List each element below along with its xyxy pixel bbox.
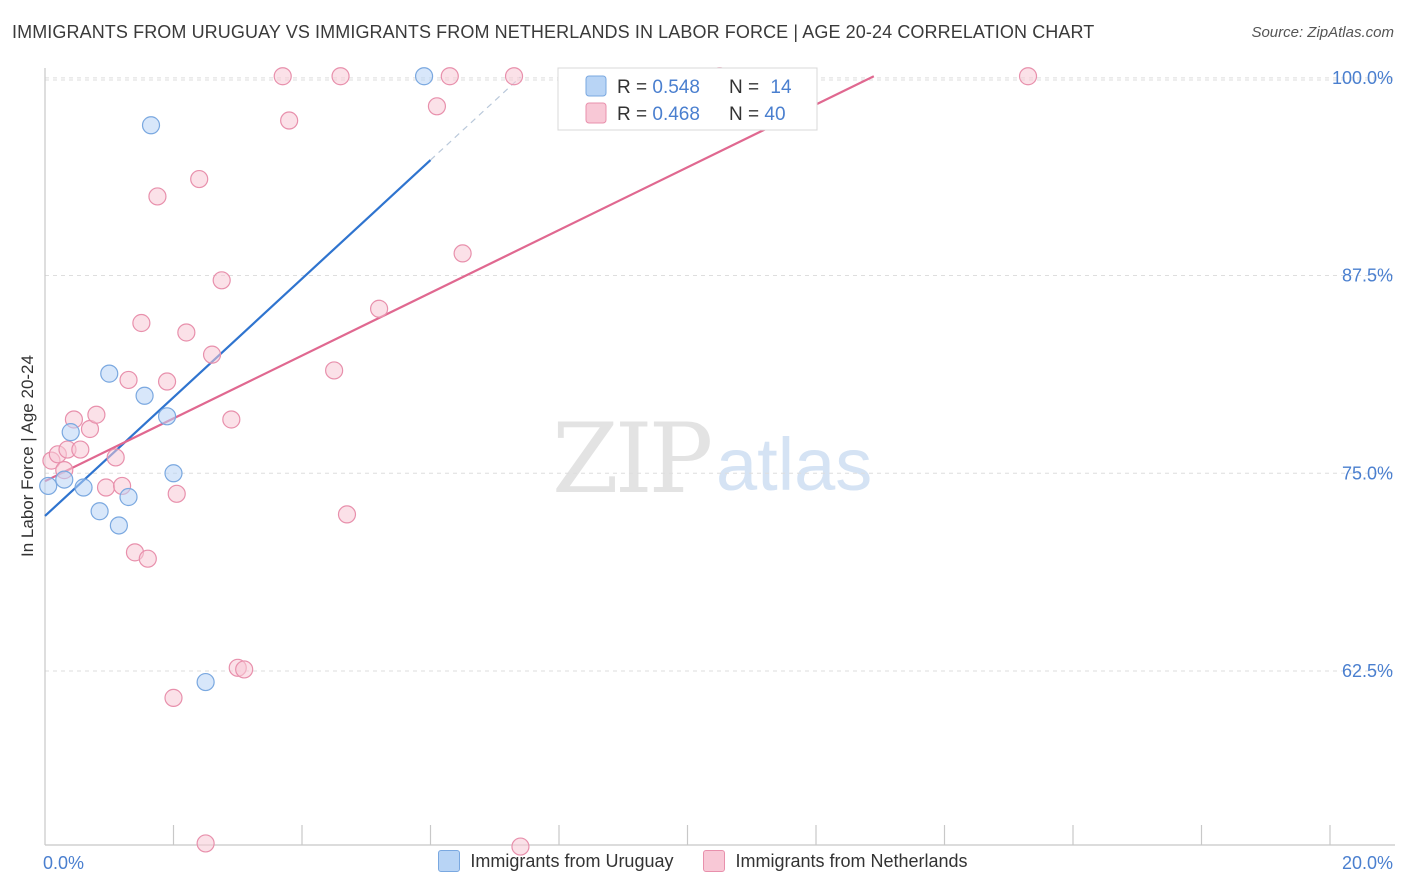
data-points (39, 67, 1038, 856)
axes (44, 68, 1395, 846)
chart-title: IMMIGRANTS FROM URUGUAY VS IMMIGRANTS FR… (12, 22, 1095, 42)
point-uruguay (414, 67, 434, 86)
legend-n-label: N = (729, 77, 764, 98)
source-credit: Source: ZipAtlas.com (1251, 24, 1394, 41)
point-netherlands (212, 271, 231, 290)
legend-item-uruguay: Immigrants from Uruguay (438, 850, 673, 872)
point-netherlands (202, 345, 222, 364)
legend-swatch-uruguay (438, 850, 461, 872)
point-uruguay (141, 116, 161, 135)
point-netherlands (325, 361, 344, 380)
point-netherlands (164, 688, 183, 707)
y-tick-label: 87.5% (1342, 266, 1393, 286)
point-netherlands (440, 67, 459, 86)
legend-swatch-netherlands (703, 850, 726, 872)
point-uruguay (90, 502, 109, 521)
x-tick-label-max: 20.0% (1342, 853, 1393, 873)
point-netherlands (119, 370, 138, 390)
point-netherlands (427, 97, 447, 116)
y-tick-label: 62.5% (1342, 661, 1393, 681)
zipatlas-watermark: ZIP atlas (552, 403, 872, 515)
trend-line-netherlands (44, 75, 875, 483)
point-netherlands (235, 660, 254, 679)
legend-n-value-uruguay: 14 (770, 77, 792, 98)
point-netherlands (148, 187, 167, 206)
point-netherlands (331, 67, 350, 86)
watermark-zip: ZIP (552, 403, 711, 515)
grid-lines (45, 77, 1395, 672)
point-uruguay (39, 476, 58, 496)
legend-r-value-uruguay: 0.548 (652, 77, 700, 98)
point-netherlands (337, 505, 357, 524)
legend-r-label: R = (617, 77, 652, 98)
x-tick-label-min: 0.0% (43, 853, 84, 873)
legend-label-uruguay: Immigrants from Uruguay (470, 850, 674, 871)
tick-labels: 62.5% 75.0% 87.5% 100.0% 0.0% 20.0% (43, 68, 1393, 873)
legend-swatch-uruguay (585, 75, 607, 97)
point-netherlands (453, 244, 472, 263)
series-legend: Immigrants from Uruguay Immigrants from … (0, 850, 1406, 872)
point-uruguay (100, 364, 119, 383)
stats-legend: R = 0.548 N = 14 R = 0.468 N = 40 (557, 67, 818, 131)
point-netherlands (177, 323, 196, 342)
point-netherlands (504, 67, 524, 86)
y-tick-label: 100.0% (1332, 68, 1393, 88)
point-netherlands (106, 448, 125, 467)
point-netherlands (222, 410, 241, 429)
point-uruguay (119, 487, 138, 507)
point-uruguay (135, 386, 154, 405)
point-netherlands (71, 440, 90, 459)
point-uruguay (55, 470, 74, 489)
svg-text:N = 40: N = 40 (729, 104, 786, 125)
point-netherlands (1018, 67, 1038, 86)
point-uruguay (61, 423, 80, 442)
point-netherlands (96, 478, 116, 497)
point-uruguay (74, 478, 93, 497)
point-netherlands (196, 834, 215, 853)
trend-line-uruguay (44, 159, 432, 517)
trend-line-uruguay-extension (430, 76, 521, 161)
point-netherlands (87, 405, 106, 424)
watermark-atlas: atlas (716, 423, 872, 506)
legend-n-value-netherlands: 40 (764, 104, 785, 125)
point-netherlands (167, 484, 186, 503)
legend-n-label: N = (729, 104, 764, 125)
legend-r-value-netherlands: 0.468 (652, 104, 700, 125)
legend-label-netherlands: Immigrants from Netherlands (735, 850, 968, 871)
legend-r-label: R = (617, 104, 652, 125)
point-netherlands (273, 67, 292, 86)
point-netherlands (138, 549, 157, 568)
point-netherlands (157, 372, 177, 391)
y-tick-label: 75.0% (1342, 463, 1393, 483)
point-netherlands (511, 837, 530, 856)
legend-item-netherlands: Immigrants from Netherlands (703, 850, 968, 872)
point-netherlands (370, 299, 389, 318)
point-uruguay (109, 516, 128, 535)
point-netherlands (190, 169, 209, 189)
svg-text:R = 0.468: R = 0.468 (617, 104, 700, 125)
point-uruguay (196, 672, 215, 692)
svg-text:N = 14: N = 14 (729, 77, 792, 98)
point-netherlands (280, 111, 299, 130)
legend-swatch-netherlands (585, 102, 607, 124)
point-uruguay (164, 464, 183, 483)
point-netherlands (132, 313, 151, 333)
svg-text:R = 0.548: R = 0.548 (617, 77, 700, 98)
point-uruguay (157, 407, 177, 426)
